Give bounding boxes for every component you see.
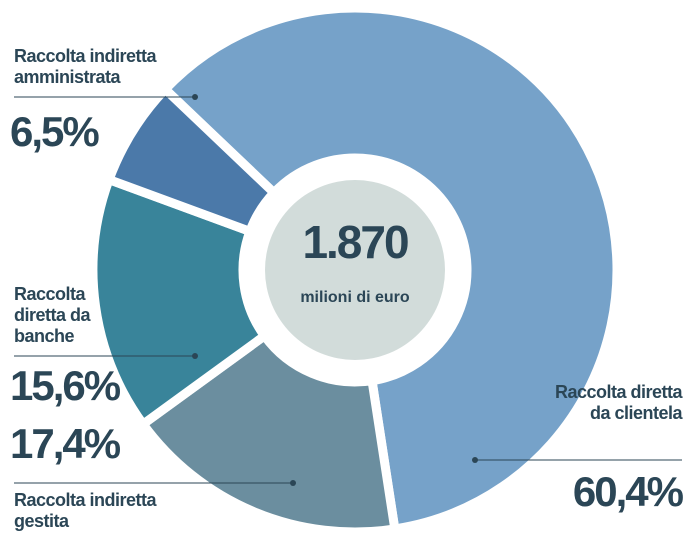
slice-label: Raccolta indiretta gestita — [14, 490, 157, 531]
value-label: 15,6% — [10, 362, 121, 409]
value-label: 60,4% — [572, 468, 684, 515]
value-label: 17,4% — [10, 420, 121, 467]
center-disc — [265, 180, 445, 360]
slice-label: Raccolta diretta da banche — [14, 284, 91, 346]
slice-label: Raccolta indiretta amministrata — [14, 46, 157, 87]
slice — [88, 173, 271, 431]
slice — [103, 82, 281, 238]
center-label: milioni di euro — [300, 289, 410, 306]
leader-dot — [192, 94, 198, 100]
center-value: 1.870 — [302, 216, 408, 268]
slice-label: Raccolta diretta da clientela — [554, 382, 683, 423]
value-label: 6,5% — [10, 108, 100, 155]
slice — [158, 3, 622, 535]
leader-dot — [472, 457, 478, 463]
leader-dot — [192, 353, 198, 359]
leader-dot — [290, 480, 296, 486]
